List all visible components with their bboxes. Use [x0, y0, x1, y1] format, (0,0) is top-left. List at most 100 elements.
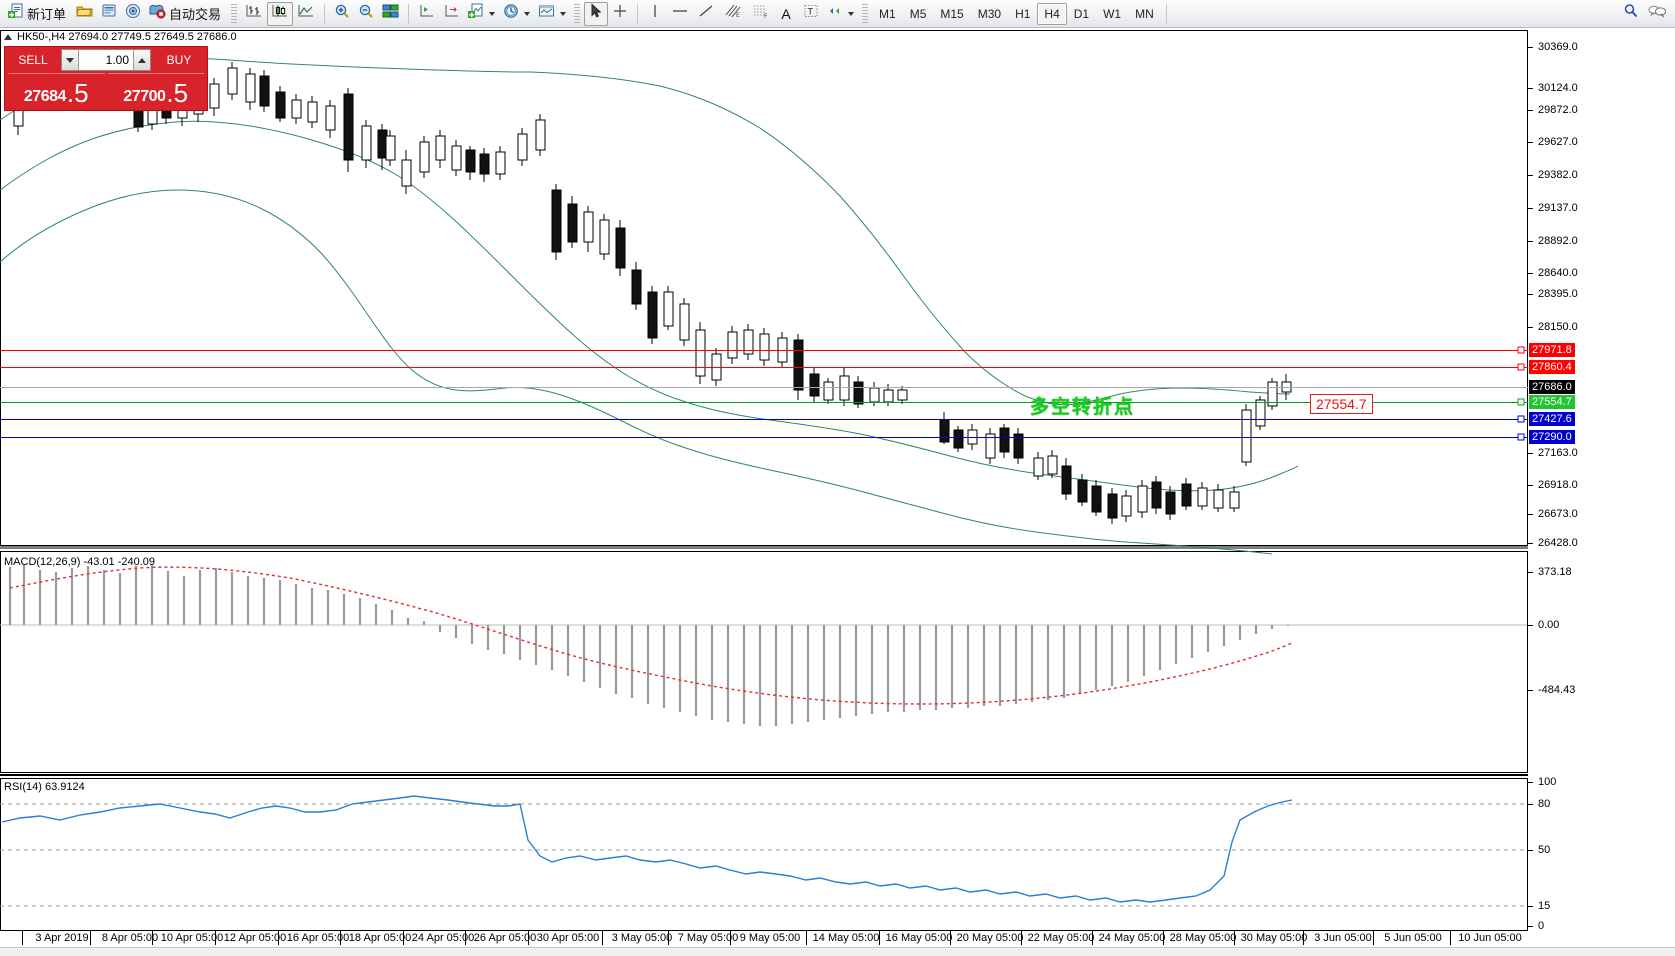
chevron-down-icon-3[interactable] [560, 11, 567, 16]
price-axis[interactable]: 30369.0 30124.0 29872.0 29627.0 29382.0 29137… [1528, 30, 1675, 946]
level-line-27971.8[interactable] [0, 350, 1528, 351]
horizontal-line-tool-button[interactable] [667, 2, 693, 26]
candle [759, 328, 770, 366]
sell-button[interactable]: 27684 .5 [8, 73, 105, 107]
text-label-tool-button[interactable]: T [799, 2, 823, 26]
timeframe-m30-button[interactable]: M30 [977, 6, 1002, 21]
price-tag-27686.0[interactable]: 27686.0 [1529, 380, 1575, 394]
timeframe-h4-button[interactable]: H4 [1037, 2, 1067, 25]
toolbar-grip-3[interactable] [862, 3, 869, 24]
level-line-27686.0[interactable] [0, 387, 1528, 388]
candle [663, 286, 674, 330]
price-tag-27971.8[interactable]: 27971.8 [1529, 343, 1575, 357]
chart-autoscroll-button[interactable] [439, 2, 464, 26]
new-order-label: 新订单 [27, 7, 67, 22]
zoom-in-button[interactable] [330, 2, 354, 26]
one-click-trading-panel[interactable]: SELL 1.00 BUY 27684 .5 27700 .5 [4, 46, 208, 111]
text-tool-button[interactable]: A [775, 2, 799, 26]
toolbar-grip-2[interactable] [574, 3, 581, 24]
timeframe-h1-button[interactable]: H1 [1015, 6, 1031, 21]
symbol-header[interactable]: HK50-,H4 27694.0 27749.5 27649.5 27686.0 [0, 30, 237, 44]
period-button[interactable] [499, 2, 534, 26]
candle [451, 140, 462, 176]
volume-stepper[interactable]: 1.00 [61, 49, 151, 71]
axis-tick-price-11: 26918.0 [1528, 479, 1578, 491]
level-handle-27427.6[interactable] [1517, 415, 1525, 423]
annotation-text[interactable]: 多空转折点 [1030, 396, 1136, 418]
pane-divider-rsi[interactable] [0, 774, 1528, 776]
market-watch-button[interactable] [72, 2, 97, 26]
price-tag-27290.0[interactable]: 27290.0 [1529, 430, 1575, 444]
axis-tick-price-12: 26673.0 [1528, 508, 1578, 520]
trendline-tool-button[interactable] [693, 2, 719, 26]
level-handle-27290.0[interactable] [1517, 433, 1525, 441]
annotation-price-box[interactable]: 27554.7 [1310, 394, 1373, 414]
sell-label: SELL [8, 49, 58, 71]
fibonacci-tool-button[interactable]: F [747, 2, 775, 26]
candle [479, 148, 490, 182]
level-line-27860.4[interactable] [0, 367, 1528, 368]
timeframe-m15-button[interactable]: M15 [940, 6, 964, 21]
equidistant-channel-button[interactable]: E [719, 2, 747, 26]
vertical-line-tool-button[interactable] [643, 2, 667, 26]
autotrading-button[interactable]: 自动交易 [145, 2, 227, 26]
arrows-tool-button[interactable] [823, 2, 858, 26]
price-chart-pane[interactable] [0, 30, 1528, 546]
templates-button[interactable] [534, 2, 570, 26]
candlestick-series [13, 62, 1292, 524]
crosshair-tool-button[interactable] [608, 2, 632, 26]
zoom-in-icon [334, 3, 350, 24]
volume-input[interactable]: 1.00 [79, 50, 133, 70]
tile-windows-button[interactable] [378, 2, 403, 26]
timeframe-m5-button[interactable]: M5 [909, 6, 927, 21]
bar-chart-button[interactable] [241, 2, 267, 26]
candle [727, 326, 738, 364]
candle [259, 70, 270, 112]
data-window-button[interactable] [97, 2, 121, 26]
axis-tick-price-2: 29872.0 [1528, 104, 1578, 116]
level-line-27554.7[interactable] [0, 402, 1528, 403]
pane-divider-macd[interactable] [0, 546, 1528, 549]
price-tag-27554.7[interactable]: 27554.7 [1529, 395, 1575, 409]
volume-increase-button[interactable] [133, 50, 150, 70]
price-tag-27427.6[interactable]: 27427.6 [1529, 412, 1575, 426]
toolbar-grip[interactable] [231, 3, 238, 24]
chevron-down-icon-4[interactable] [848, 11, 855, 16]
level-handle-27860.4[interactable] [1517, 363, 1525, 371]
price-tag-27860.4[interactable]: 27860.4 [1529, 360, 1575, 374]
candle [291, 94, 302, 124]
rsi-pane[interactable] [0, 778, 1528, 946]
chart-shift-button[interactable] [414, 2, 439, 26]
volume-decrease-button[interactable] [62, 50, 79, 70]
navigator-button[interactable] [121, 2, 145, 26]
axis-tick-price-3: 29627.0 [1528, 136, 1578, 148]
level-handle-27971.8[interactable] [1517, 346, 1525, 354]
buy-button[interactable]: 27700 .5 [107, 73, 204, 107]
level-line-27427.6[interactable] [0, 419, 1528, 420]
chevron-down-icon-2[interactable] [524, 11, 531, 16]
zoom-out-button[interactable] [354, 2, 378, 26]
time-tick-1 [90, 931, 91, 945]
timeframe-mn-button[interactable]: MN [1135, 6, 1154, 21]
expand-triangle-icon[interactable] [4, 34, 12, 40]
level-handle-27554.7[interactable] [1517, 398, 1525, 406]
new-order-button[interactable]: 新订单 [4, 2, 72, 26]
macd-pane[interactable] [0, 551, 1528, 773]
indicators-button[interactable] [464, 2, 499, 26]
candlestick-chart-button[interactable] [267, 1, 294, 26]
search-button[interactable] [1619, 2, 1643, 26]
axis-tick-price-1: 30124.0 [1528, 82, 1578, 94]
chat-button[interactable] [1643, 2, 1671, 26]
time-axis-label: 3 May 05:00 [611, 932, 673, 944]
candle [227, 62, 238, 100]
axis-tick-price-5: 29137.0 [1528, 202, 1578, 214]
timeframe-m1-button[interactable]: M1 [879, 6, 896, 21]
time-axis[interactable]: 3 Apr 2019 8 Apr 05:00 10 Apr 05:00 12 Apr … [0, 930, 1528, 946]
timeframe-d1-button[interactable]: D1 [1073, 6, 1090, 21]
cursor-tool-button[interactable] [584, 1, 609, 26]
line-chart-button[interactable] [293, 2, 319, 26]
timeframe-w1-button[interactable]: W1 [1103, 6, 1122, 21]
level-line-27290.0[interactable] [0, 437, 1528, 438]
chevron-down-icon[interactable] [489, 11, 496, 16]
one-click-trading-top-row: SELL 1.00 BUY [5, 47, 207, 73]
